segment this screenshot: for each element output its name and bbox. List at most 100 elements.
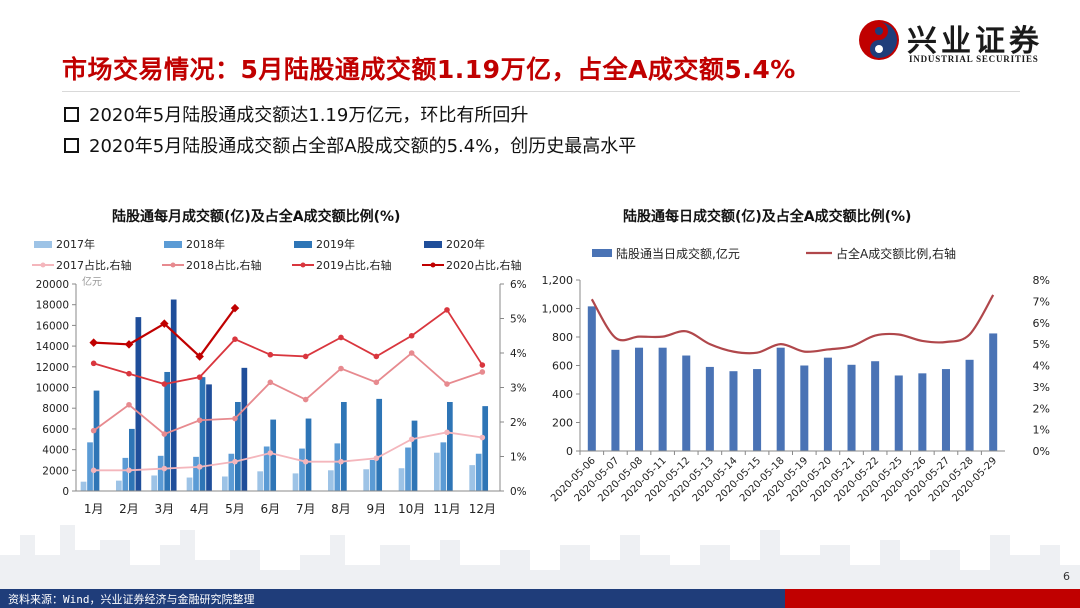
right-chart: 陆股通当日成交额,亿元 占全A成交额比例,右轴 0 200 400 600 800 1,00…	[542, 246, 1051, 504]
page-title: 市场交易情况：5月陆股通成交额1.19万亿，占全A成交额5.4%	[62, 55, 796, 84]
y2-tick-label: 4%	[510, 348, 527, 360]
y-tick-label: 600	[552, 360, 573, 373]
bar-2017年-1月	[80, 481, 87, 491]
bar-2019年-6月	[270, 419, 277, 491]
point-2018占比,右轴	[479, 369, 486, 375]
company-logo: 兴业证券 INDUSTRIAL SECURITIES	[857, 14, 1067, 70]
point-2019占比,右轴	[479, 362, 486, 368]
bar-2017年-11月	[434, 452, 440, 491]
point-2017占比,右轴	[479, 434, 486, 441]
bar-2020-05-28	[965, 359, 974, 451]
y-tick-label: 6000	[42, 424, 69, 436]
bar-2020-05-26	[918, 373, 927, 451]
point-2018占比,右轴	[161, 431, 168, 437]
legend-label: 2018年	[186, 237, 225, 251]
line-2017占比,右轴	[93, 431, 483, 472]
point-2019占比,右轴	[232, 336, 238, 342]
x-tick-label: 6月	[261, 502, 281, 516]
bar-2020-05-25	[894, 375, 903, 451]
bar-2020-05-07	[611, 349, 620, 451]
bar-2019年-7月	[305, 418, 312, 491]
y-tick-label: 1,200	[542, 274, 574, 287]
bar-2020-05-22	[871, 361, 880, 451]
y2-tick-label: 1%	[1033, 424, 1050, 437]
y-tick-label: 800	[552, 331, 573, 344]
bar-2020-05-29	[989, 333, 998, 451]
bar-2017年-12月	[469, 465, 476, 491]
legend-marker	[430, 262, 436, 268]
bar-2020-05-21	[847, 364, 856, 451]
logo-text-cn: 兴业证券	[907, 24, 1043, 59]
bar-2019年-5月	[235, 401, 241, 491]
bar-2020年-4月	[206, 384, 212, 491]
y2-tick-label: 5%	[1033, 338, 1050, 351]
point-2019占比,右轴	[161, 381, 168, 387]
point-2019占比,右轴	[302, 353, 309, 360]
bar-2017年-6月	[257, 471, 264, 491]
skyline-background	[0, 525, 1080, 595]
y-tick-label: 12000	[36, 362, 69, 374]
legend-label: 2020占比,右轴	[446, 258, 522, 272]
bar-2018年-4月	[193, 456, 199, 491]
y-tick-label: 0	[62, 486, 69, 498]
bar-2020-05-11	[658, 347, 667, 451]
line-2018占比,右轴	[93, 351, 483, 436]
y2-tick-label: 3%	[510, 383, 527, 395]
bar-2018年-8月	[334, 443, 341, 491]
y-tick-label: 400	[552, 388, 573, 401]
line-2019占比,右轴	[93, 308, 484, 385]
bar-2017年-10月	[398, 468, 405, 491]
y-tick-label: 16000	[36, 320, 69, 332]
legend-label: 2017占比,右轴	[56, 258, 132, 272]
point-2018占比,右轴	[373, 379, 380, 386]
x-tick-label: 5月	[225, 502, 245, 516]
point-2018占比,右轴	[90, 427, 97, 434]
y-tick-label: 14000	[36, 341, 69, 353]
bar-2019年-3月	[164, 371, 171, 491]
header-divider	[62, 91, 1020, 92]
bar-2020-05-12	[682, 355, 691, 451]
logo-mark-icon	[859, 20, 899, 60]
bar-2020-05-19	[800, 365, 809, 451]
point-2017占比,右轴	[161, 465, 168, 472]
point-2020占比,右轴	[195, 352, 204, 361]
y2-tick-label: 3%	[1033, 381, 1050, 394]
x-tick-label: 1月	[84, 502, 104, 516]
y-tick-label: 2000	[42, 465, 69, 477]
footer-navy-bar	[0, 589, 785, 608]
point-2018占比,右轴	[302, 396, 309, 403]
x-tick-label: 3月	[155, 502, 175, 516]
bar-2020-05-20	[823, 357, 832, 451]
bar-2019年-11月	[447, 401, 453, 491]
y-tick-label: 20000	[36, 279, 69, 291]
point-2020占比,右轴	[89, 338, 98, 347]
bar-2018年-3月	[157, 455, 164, 491]
bar-2019年-8月	[341, 401, 347, 491]
point-2018占比,右轴	[444, 381, 450, 387]
bar-2020-05-13	[705, 366, 714, 451]
bar-2019年-12月	[482, 406, 489, 491]
bar-2017年-9月	[363, 469, 370, 491]
point-2019占比,右轴	[338, 334, 344, 341]
legend-marker	[300, 262, 306, 268]
bar-2020-05-18	[776, 347, 785, 451]
x-tick-label: 4月	[190, 502, 210, 516]
x-tick-label: 9月	[367, 502, 387, 516]
bar-2018年-7月	[299, 448, 305, 491]
y-tick-label: 10000	[36, 383, 69, 395]
point-2019占比,右轴	[373, 353, 380, 360]
y2-tick-label: 0%	[1033, 445, 1050, 458]
bar-2019年-9月	[376, 398, 383, 491]
bar-2020-05-15	[753, 369, 762, 451]
x-tick-label: 12月	[469, 502, 496, 516]
line-2020占比,右轴	[93, 307, 236, 359]
point-2018占比,右轴	[232, 415, 238, 422]
left-chart: 2017年 2018年 2019年 2020年 2017占比,右轴 2018占比,右轴 20…	[32, 237, 527, 516]
y2-tick-label: 6%	[510, 279, 527, 291]
bar-2019年-10月	[411, 420, 418, 491]
bar-2018年-1月	[87, 442, 93, 491]
point-2019占比,右轴	[90, 360, 97, 367]
point-2018占比,右轴	[267, 379, 274, 386]
point-2018占比,右轴	[338, 365, 344, 372]
footer-red-bar	[785, 589, 1080, 608]
